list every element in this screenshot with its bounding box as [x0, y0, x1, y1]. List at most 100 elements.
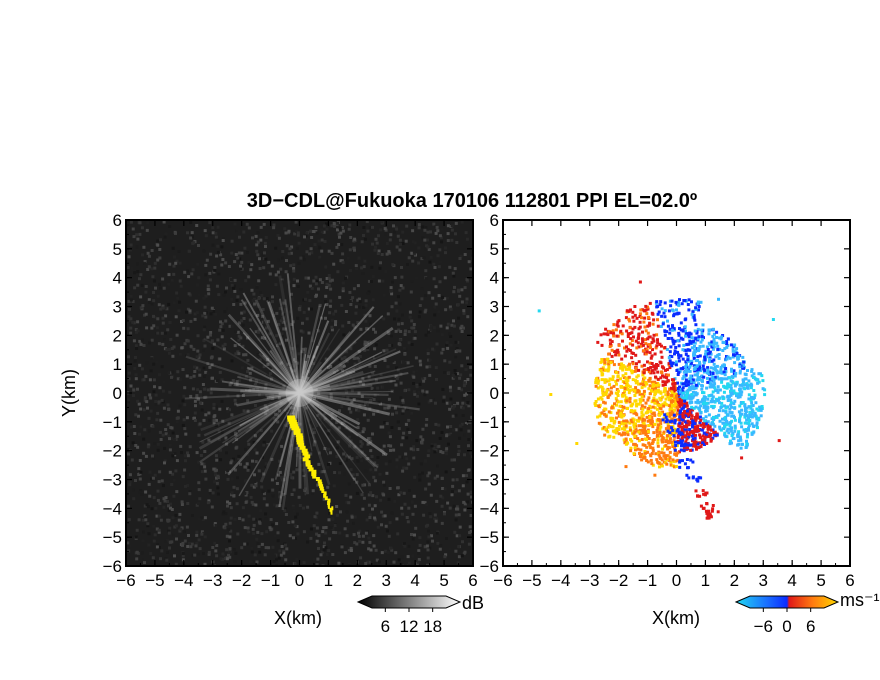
- noise-speckle: [227, 553, 230, 557]
- noise-speckle: [175, 420, 179, 424]
- velocity-pixel: [695, 447, 698, 451]
- noise-speckle: [432, 262, 436, 266]
- noise-speckle: [242, 310, 246, 314]
- noise-speckle: [377, 249, 381, 253]
- noise-speckle: [464, 422, 468, 425]
- noise-speckle: [276, 319, 280, 323]
- noise-speckle: [140, 283, 144, 287]
- velocity-pixel: [738, 395, 742, 399]
- noise-speckle: [357, 297, 361, 301]
- noise-speckle: [250, 546, 254, 550]
- noise-speckle: [404, 329, 407, 333]
- radial-streak: [258, 352, 301, 394]
- plume-pixel: [287, 417, 296, 422]
- noise-speckle: [232, 303, 236, 306]
- noise-speckle: [419, 363, 423, 367]
- velocity-pixel: [698, 365, 702, 369]
- noise-speckle: [329, 365, 333, 368]
- velocity-pixel: [632, 452, 636, 456]
- noise-speckle: [417, 558, 421, 561]
- noise-speckle: [142, 530, 146, 534]
- velocity-pixel: [723, 431, 727, 435]
- noise-speckle: [415, 439, 419, 443]
- noise-speckle: [230, 413, 234, 417]
- noise-speckle: [235, 383, 239, 387]
- noise-speckle: [203, 396, 207, 399]
- velocity-pixel: [681, 386, 685, 390]
- noise-speckle: [292, 284, 296, 288]
- noise-speckle: [444, 553, 448, 557]
- velocity-pixel: [602, 392, 606, 396]
- noise-speckle: [278, 495, 282, 499]
- noise-speckle: [382, 493, 386, 497]
- noise-speckle: [368, 364, 372, 368]
- noise-speckle: [456, 453, 460, 456]
- noise-speckle: [308, 299, 312, 303]
- velocity-pixel: [733, 424, 737, 428]
- noise-speckle: [127, 299, 131, 303]
- noise-speckle: [197, 368, 201, 372]
- noise-speckle: [203, 535, 207, 539]
- noise-speckle: [252, 441, 256, 444]
- velocity-pixel: [713, 375, 717, 379]
- velocity-pixel: [705, 401, 709, 405]
- noise-speckle: [196, 388, 200, 392]
- noise-speckle: [460, 405, 464, 409]
- noise-speckle: [366, 327, 370, 331]
- radial-streak: [298, 369, 323, 394]
- velocity-pixel: [623, 428, 627, 431]
- noise-speckle: [182, 530, 186, 534]
- plume-pixel: [331, 506, 334, 511]
- velocity-pixel: [677, 344, 681, 348]
- noise-speckle: [204, 477, 208, 481]
- velocity-pixel: [629, 428, 632, 432]
- velocity-pixel: [652, 333, 656, 337]
- velocity-pixel: [686, 383, 690, 387]
- velocity-pixel: [726, 343, 730, 347]
- noise-speckle: [428, 260, 432, 264]
- noise-speckle: [275, 522, 279, 526]
- velocity-pixel: [696, 347, 700, 350]
- radial-streak: [221, 380, 300, 394]
- velocity-pixel: [700, 387, 704, 391]
- velocity-pixel: [730, 367, 733, 371]
- noise-speckle: [352, 521, 356, 525]
- velocity-pixel: [750, 395, 753, 399]
- noise-speckle: [170, 347, 174, 350]
- velocity-pixel: [686, 369, 690, 373]
- noise-speckle: [447, 332, 451, 336]
- velocity-pixel: [684, 360, 688, 364]
- noise-speckle: [161, 321, 165, 325]
- velocity-pixel: [743, 387, 747, 391]
- noise-speckle: [421, 225, 425, 229]
- noise-speckle: [152, 456, 156, 460]
- noise-speckle: [446, 442, 450, 446]
- noise-speckle: [251, 459, 254, 463]
- noise-speckle: [381, 385, 385, 389]
- noise-speckle: [192, 347, 196, 351]
- noise-speckle: [341, 252, 345, 256]
- noise-speckle: [240, 428, 244, 432]
- velocity-pixel: [646, 344, 650, 348]
- noise-speckle: [254, 481, 258, 485]
- velocity-pixel: [738, 371, 742, 375]
- noise-speckle: [131, 320, 135, 324]
- noise-speckle: [387, 444, 391, 448]
- noise-speckle: [281, 436, 285, 440]
- noise-speckle: [195, 530, 199, 534]
- noise-speckle: [305, 231, 309, 235]
- noise-speckle: [463, 550, 467, 554]
- y-tick-label: −6: [103, 557, 122, 576]
- noise-speckle: [146, 268, 150, 271]
- velocity-pixel: [681, 329, 685, 333]
- noise-speckle: [420, 257, 424, 261]
- noise-speckle: [413, 533, 416, 537]
- noise-speckle: [327, 549, 331, 553]
- noise-speckle: [206, 284, 210, 288]
- noise-speckle: [362, 265, 366, 269]
- velocity-pixel: [619, 414, 623, 418]
- noise-speckle: [254, 330, 258, 334]
- noise-speckle: [312, 355, 316, 359]
- noise-speckle: [224, 522, 228, 526]
- noise-speckle: [363, 399, 367, 403]
